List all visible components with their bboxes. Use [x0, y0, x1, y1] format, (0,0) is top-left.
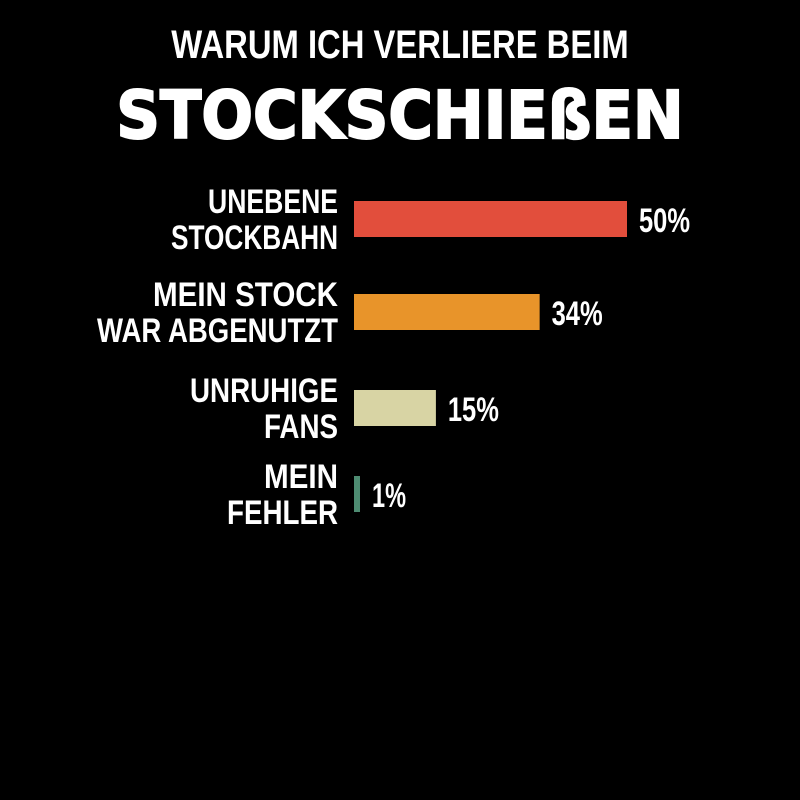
category-label-2-0: UNRUHIGE — [190, 372, 338, 410]
category-label-3-0: MEIN — [264, 458, 338, 496]
bar-3 — [354, 476, 360, 512]
bar-0 — [354, 201, 627, 237]
category-label-1-1: WAR ABGENUTZT — [97, 312, 338, 350]
category-label-3-1: FEHLER — [227, 494, 338, 532]
chart-title-block: WARUM ICH VERLIERE BEIM STOCKSCHIEßEN — [0, 18, 800, 156]
value-label-1: 34% — [552, 295, 603, 333]
chart-title: WARUM ICH VERLIERE BEIM — [171, 23, 629, 67]
category-label-2-1: FANS — [264, 408, 338, 446]
bar-1 — [354, 294, 540, 330]
category-label-0-1: STOCKBAHN — [171, 219, 338, 257]
chart-subtitle: STOCKSCHIEßEN — [115, 76, 684, 155]
category-label-0-0: UNEBENE — [208, 183, 338, 221]
value-label-3: 1% — [372, 477, 406, 515]
category-label-1-0: MEIN STOCK — [153, 276, 338, 314]
value-label-2: 15% — [448, 391, 499, 429]
value-label-0: 50% — [639, 202, 690, 240]
bar-2 — [354, 390, 436, 426]
